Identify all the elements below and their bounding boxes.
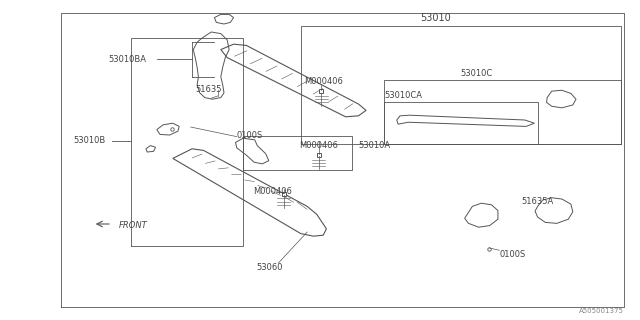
Text: 53010C: 53010C	[461, 69, 493, 78]
Text: 0100S: 0100S	[499, 250, 525, 259]
Text: 51635A: 51635A	[522, 197, 554, 206]
Text: M000406: M000406	[300, 141, 339, 150]
Text: 53060: 53060	[256, 263, 282, 272]
Text: 53010: 53010	[420, 12, 451, 23]
Text: M000406: M000406	[304, 77, 343, 86]
Text: 53010BA: 53010BA	[109, 55, 147, 64]
Text: M000406: M000406	[253, 188, 292, 196]
Text: 53010A: 53010A	[358, 141, 390, 150]
Text: 53010CA: 53010CA	[384, 92, 422, 100]
Text: 53010B: 53010B	[74, 136, 106, 145]
Text: A505001375: A505001375	[579, 308, 624, 314]
Text: 51635: 51635	[195, 85, 221, 94]
Text: FRONT: FRONT	[118, 221, 147, 230]
Text: 0100S: 0100S	[237, 132, 263, 140]
